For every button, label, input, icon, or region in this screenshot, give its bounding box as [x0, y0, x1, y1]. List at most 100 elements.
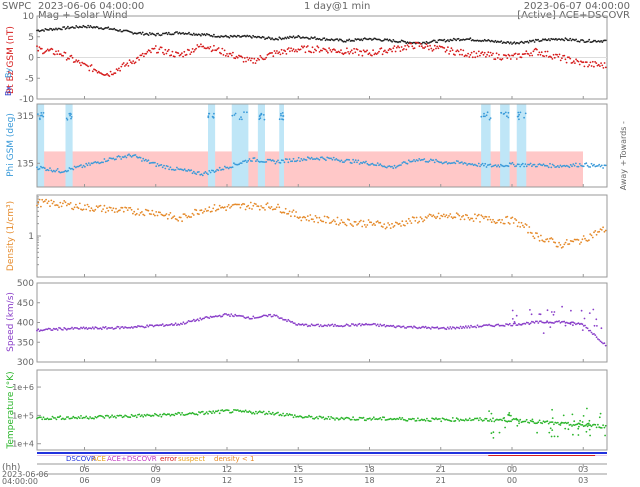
speed-point — [279, 317, 282, 319]
temperature-point — [457, 418, 459, 421]
bz-point — [398, 46, 401, 49]
phi-point — [559, 164, 562, 167]
temperature-point — [468, 417, 471, 420]
bz-point — [539, 53, 542, 56]
speed-point — [362, 323, 365, 326]
speed-point — [152, 325, 155, 328]
temperature-point — [492, 417, 494, 420]
speed-point — [503, 325, 506, 327]
bz-point — [509, 58, 512, 60]
density-point — [466, 214, 468, 217]
bz-point — [550, 56, 553, 59]
temperature-point — [348, 417, 351, 420]
density-point — [269, 207, 272, 210]
bz-point — [255, 59, 258, 62]
speed-point — [514, 322, 516, 325]
phi-point — [555, 166, 558, 168]
density-point — [322, 220, 325, 223]
bz-point — [386, 51, 389, 54]
speed-point — [223, 313, 226, 315]
bz-point — [561, 57, 563, 60]
bz-point — [468, 56, 471, 58]
temperature-point — [336, 417, 339, 420]
phi-point — [485, 114, 488, 117]
bt-point — [140, 33, 143, 35]
speed-point — [598, 339, 601, 341]
bz-point — [578, 63, 581, 66]
density-point — [164, 214, 167, 217]
temperature-point — [190, 412, 193, 415]
phi-point — [517, 115, 520, 118]
bz-point — [165, 52, 168, 55]
speed-point — [542, 332, 545, 334]
temperature-point — [315, 416, 318, 418]
bz-point — [129, 61, 132, 63]
bt-point — [582, 39, 585, 42]
speed-point — [284, 318, 287, 321]
temperature-point — [46, 417, 49, 420]
speed-point — [555, 320, 558, 323]
density-point — [337, 224, 340, 226]
bz-point — [407, 45, 410, 48]
temperature-point — [266, 413, 269, 415]
density-point — [586, 240, 589, 242]
bz-point — [116, 69, 119, 72]
speed-point — [462, 325, 465, 328]
bt-point — [55, 27, 57, 30]
density-point — [260, 205, 262, 207]
density-point — [69, 202, 72, 204]
phi-point — [81, 166, 84, 169]
speed-point — [383, 323, 386, 326]
bt-point — [285, 37, 288, 40]
temperature-point — [213, 412, 216, 414]
phi-point — [253, 157, 256, 159]
phi-point — [497, 164, 500, 167]
bz-point — [162, 51, 164, 54]
temperature-point — [73, 416, 76, 419]
bz-point — [492, 52, 494, 55]
phi-point — [345, 158, 348, 161]
phi-point — [480, 115, 483, 118]
density-point — [43, 200, 46, 203]
bz-point — [490, 54, 493, 57]
density-point — [388, 224, 391, 226]
density-point — [89, 209, 91, 212]
temperature-point — [214, 410, 217, 413]
density-point — [240, 203, 243, 206]
bz-point — [312, 51, 315, 54]
bz-point — [198, 45, 201, 48]
temperature-point — [343, 418, 345, 421]
bz-point — [80, 64, 82, 67]
temperature-point — [217, 409, 220, 412]
temperature-point — [38, 416, 41, 419]
bz-point — [190, 51, 193, 54]
bz-point — [603, 62, 606, 64]
phi-point — [288, 158, 291, 161]
bt-point — [37, 29, 40, 32]
density-point — [410, 222, 413, 225]
phi-point — [556, 165, 559, 167]
towards-band — [65, 104, 73, 187]
bz-point — [429, 44, 431, 47]
temperature-point — [132, 415, 134, 417]
bt-point — [329, 39, 332, 42]
temperature-point — [537, 421, 540, 424]
phi-point — [56, 168, 59, 170]
speed-point — [129, 327, 132, 329]
speed-point — [198, 319, 200, 322]
bt-point — [203, 33, 206, 36]
temperature-point — [249, 411, 252, 414]
bt-point — [523, 42, 525, 44]
density-point — [400, 225, 402, 227]
density-point — [59, 201, 62, 204]
speed-point — [516, 324, 519, 326]
bz-point — [437, 47, 440, 50]
temperature-point — [573, 420, 576, 423]
bz-point — [348, 52, 351, 55]
bt-point — [213, 33, 215, 36]
speed-point — [552, 313, 555, 316]
density-point — [445, 214, 448, 217]
speed-point — [121, 326, 124, 328]
density-point — [550, 237, 553, 239]
density-point — [47, 200, 50, 203]
